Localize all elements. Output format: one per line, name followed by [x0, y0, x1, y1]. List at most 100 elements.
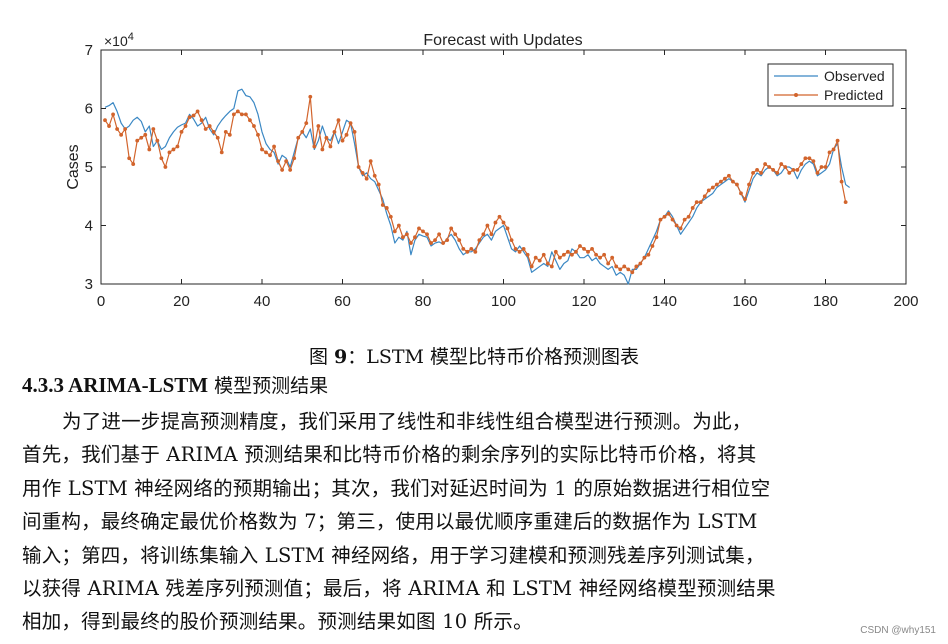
series-point-predicted — [328, 144, 333, 149]
series-point-predicted — [779, 162, 784, 166]
forecast-chart: 0 20 40 60 80 100 120 140 160 180 200 3 4 5 6 7 Foreca… — [65, 31, 919, 310]
watermark: CSDN @why151 — [860, 625, 936, 636]
series-point-predicted — [163, 165, 168, 169]
series-point-predicted — [759, 170, 763, 175]
series-point-predicted — [203, 127, 208, 131]
series-point-predicted — [405, 232, 409, 237]
series-point-predicted — [400, 235, 405, 240]
paragraph-line: 相加，得到最终的股价预测结果。预测结果如图 10 所示。 — [22, 610, 533, 634]
series-point-predicted — [493, 220, 498, 225]
series-point-predicted — [111, 112, 115, 117]
series-point-predicted — [618, 267, 623, 272]
series-point-predicted — [260, 147, 264, 152]
series-point-predicted — [638, 261, 643, 266]
series-point-predicted — [771, 168, 776, 172]
series-point-predicted — [775, 170, 780, 175]
series-point-predicted — [223, 130, 228, 134]
series-point-predicted — [654, 235, 659, 240]
legend: Observed Predicted — [767, 63, 894, 107]
series-point-predicted — [517, 249, 522, 254]
series-point-predicted — [710, 185, 715, 190]
series-point-predicted — [469, 247, 474, 251]
series-point-predicted — [634, 264, 639, 269]
series-point-predicted — [300, 130, 305, 134]
series-point-predicted — [376, 182, 381, 187]
series-point-predicted — [614, 264, 619, 269]
series-point-predicted — [598, 255, 602, 260]
legend-predicted-label: Predicted — [824, 87, 883, 103]
series-point-predicted — [332, 130, 337, 134]
series-point-predicted — [417, 226, 421, 231]
series-point-predicted — [630, 270, 635, 275]
series-point-predicted — [566, 249, 570, 254]
paragraph-line: 为了进一步提高预测精度，我们采用了线性和非线性组合模型进行预测。为此， — [62, 410, 752, 433]
series-point-predicted — [252, 124, 256, 128]
series-point-predicted — [795, 168, 800, 172]
series-point-predicted — [722, 176, 727, 181]
series-point-predicted — [553, 249, 558, 254]
series-point-predicted — [767, 165, 772, 169]
series-point-predicted — [119, 132, 124, 137]
series-point-predicted — [610, 255, 615, 260]
series-point-predicted — [606, 261, 611, 266]
y-tick-label: 4 — [85, 218, 93, 235]
series-point-predicted — [586, 249, 590, 254]
series-point-predicted — [477, 238, 482, 243]
series-point-predicted — [159, 156, 164, 161]
series-point-predicted — [135, 138, 140, 143]
series-point-predicted — [678, 226, 683, 231]
series-point-predicted — [718, 179, 723, 184]
series-point-predicted — [139, 135, 144, 140]
series-point-predicted — [831, 147, 836, 152]
series-point-predicted — [336, 118, 341, 123]
x-tick-label: 140 — [652, 293, 677, 310]
series-point-predicted — [529, 264, 534, 269]
series-point-predicted — [147, 147, 152, 152]
series-point-predicted — [501, 220, 506, 225]
series-point-predicted — [115, 127, 119, 131]
paragraph-line: 输入；第四，将训练集输入 LSTM 神经网络，用于学习建模和预测残差序列测试集， — [22, 543, 765, 567]
series-point-predicted — [626, 267, 631, 272]
series-point-predicted — [799, 162, 804, 166]
series-point-predicted — [815, 170, 820, 175]
x-tick-label: 20 — [173, 293, 190, 310]
series-point-predicted — [513, 247, 518, 251]
series-point-predicted — [574, 249, 578, 254]
x-tick-label: 180 — [813, 293, 838, 310]
series-point-predicted — [545, 261, 550, 266]
series-point-predicted — [763, 162, 768, 166]
series-layer — [103, 88, 851, 285]
series-point-predicted — [308, 94, 313, 99]
series-point-predicted — [835, 138, 840, 143]
series-point-predicted — [211, 130, 216, 134]
series-point-predicted — [751, 170, 755, 175]
series-point-predicted — [694, 200, 699, 205]
series-point-predicted — [396, 223, 401, 228]
series-point-predicted — [429, 241, 433, 245]
series-point-predicted — [219, 150, 224, 155]
x-tick-label: 200 — [893, 293, 918, 310]
series-point-predicted — [296, 135, 301, 140]
series-point-predicted — [195, 109, 200, 114]
series-point-predicted — [557, 255, 562, 260]
series-point-predicted — [384, 206, 389, 210]
legend-box — [767, 63, 894, 107]
series-point-predicted — [807, 156, 812, 161]
series-point-predicted — [227, 132, 232, 137]
series-point-predicted — [268, 153, 272, 158]
y-tick-label: 7 — [85, 42, 93, 59]
series-point-predicted — [537, 258, 542, 263]
series-point-predicted — [727, 173, 731, 178]
series-point-predicted — [747, 182, 751, 187]
series-point-predicted — [714, 182, 719, 187]
caption-prefix: 图 — [308, 346, 328, 368]
series-point-predicted — [706, 188, 711, 193]
series-point-predicted — [276, 159, 280, 164]
series-point-predicted — [843, 200, 848, 205]
series-point-predicted — [739, 191, 743, 196]
series-point-predicted — [743, 197, 747, 202]
series-point-predicted — [409, 241, 413, 245]
y-tick-label: 6 — [85, 101, 93, 118]
series-point-predicted — [272, 144, 276, 149]
series-point-predicted — [570, 252, 574, 257]
